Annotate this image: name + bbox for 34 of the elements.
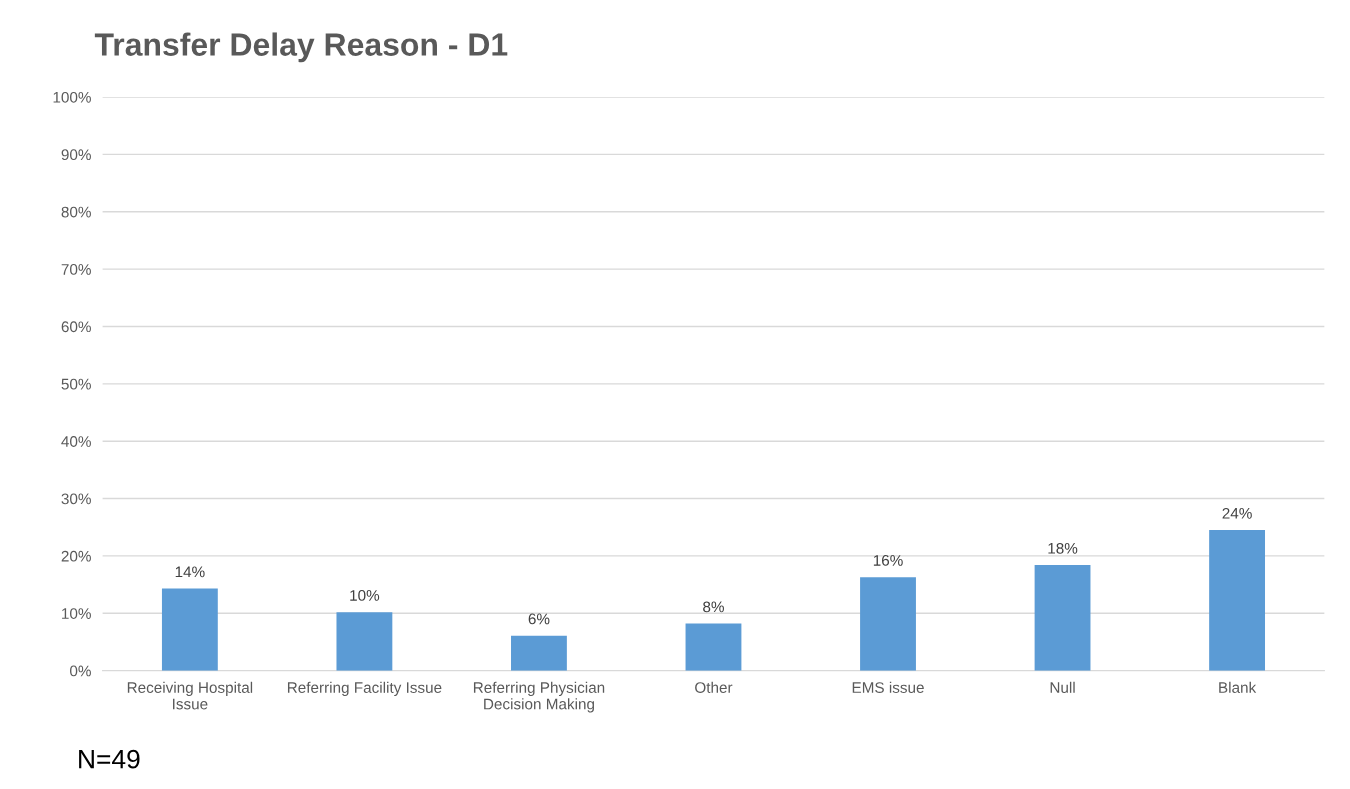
chart-title: Transfer Delay Reason - D1 <box>94 32 508 63</box>
y-tick-label: 0% <box>70 665 91 677</box>
y-tick-label: 100% <box>53 91 91 103</box>
bar <box>1209 530 1266 671</box>
y-tick-label: 10% <box>62 608 91 619</box>
y-tick-label: 50% <box>61 378 91 390</box>
bar <box>1034 565 1091 671</box>
y-tick-label: 70% <box>61 264 91 275</box>
data-label: 14% <box>175 566 205 578</box>
x-tick-label: Referring Physician Decision Making <box>473 681 605 713</box>
data-label: 18% <box>1048 542 1078 554</box>
bar <box>685 623 742 671</box>
data-label: 24% <box>1222 507 1252 519</box>
x-tick-label: Other <box>695 681 733 693</box>
y-tick-label: 40% <box>61 436 91 447</box>
x-tick-label: Receiving Hospital Issue <box>127 681 253 710</box>
data-label: 10% <box>350 589 380 601</box>
data-label: 16% <box>873 554 903 566</box>
text: N=49 <box>79 749 140 769</box>
data-label: 6% <box>528 613 550 625</box>
y-tick-label: 60% <box>61 321 91 333</box>
bar <box>336 612 393 671</box>
bar <box>511 635 567 671</box>
x-tick-label: Blank <box>1219 681 1257 693</box>
y-tick-label: 30% <box>61 493 91 505</box>
bar <box>161 588 218 671</box>
y-tick-label: 20% <box>61 550 91 562</box>
y-tick-label: 90% <box>61 149 91 161</box>
x-tick-label: Null <box>1050 681 1075 693</box>
data-label: 8% <box>703 601 724 613</box>
x-tick-label: Referring Facility Issue <box>287 681 442 696</box>
bar <box>860 577 916 671</box>
x-tick-label: EMS issue <box>852 681 924 693</box>
y-tick-label: 80% <box>61 206 91 218</box>
